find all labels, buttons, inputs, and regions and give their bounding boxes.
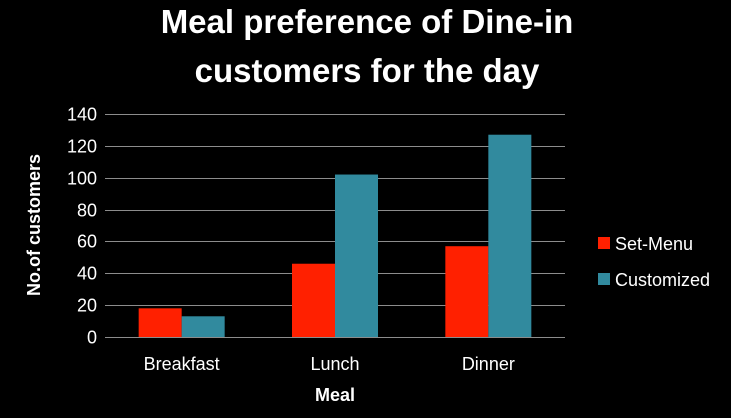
bars <box>138 134 532 337</box>
bar-customized-breakfast <box>181 316 225 337</box>
bar-set-menu-dinner <box>445 246 489 337</box>
legend: Set-Menu Customized <box>598 234 710 290</box>
bar-set-menu-lunch <box>292 263 335 337</box>
chart-title-line-2: customers for the day <box>195 52 540 89</box>
y-tick-label: 80 <box>77 201 97 221</box>
chart-title-line-1: Meal preference of Dine-in <box>161 3 574 40</box>
legend-swatch-customized <box>598 273 610 285</box>
legend-label-customized: Customized <box>615 270 710 290</box>
y-tick-label: 0 <box>87 328 97 348</box>
y-tick-label: 120 <box>67 137 97 157</box>
x-axis-title: Meal <box>315 385 355 405</box>
x-tick-label: Dinner <box>462 354 515 374</box>
y-tick-label: 60 <box>77 232 97 252</box>
y-axis-title: No.of customers <box>24 154 44 296</box>
y-tick-label: 140 <box>67 105 97 125</box>
y-axis-tick-labels: 0 20 40 60 80 100 120 140 <box>67 105 97 348</box>
bar-customized-dinner <box>488 134 532 337</box>
bar-customized-lunch <box>335 174 378 337</box>
y-tick-label: 20 <box>77 296 97 316</box>
bar-set-menu-breakfast <box>138 308 182 337</box>
y-tick-label: 40 <box>77 264 97 284</box>
x-tick-label: Breakfast <box>144 354 220 374</box>
x-tick-label: Lunch <box>310 354 359 374</box>
chart-title: Meal preference of Dine-in customers for… <box>161 3 574 89</box>
y-tick-label: 100 <box>67 169 97 189</box>
legend-swatch-set-menu <box>598 237 610 249</box>
legend-label-set-menu: Set-Menu <box>615 234 693 254</box>
x-axis-tick-labels: Breakfast Lunch Dinner <box>144 354 515 374</box>
